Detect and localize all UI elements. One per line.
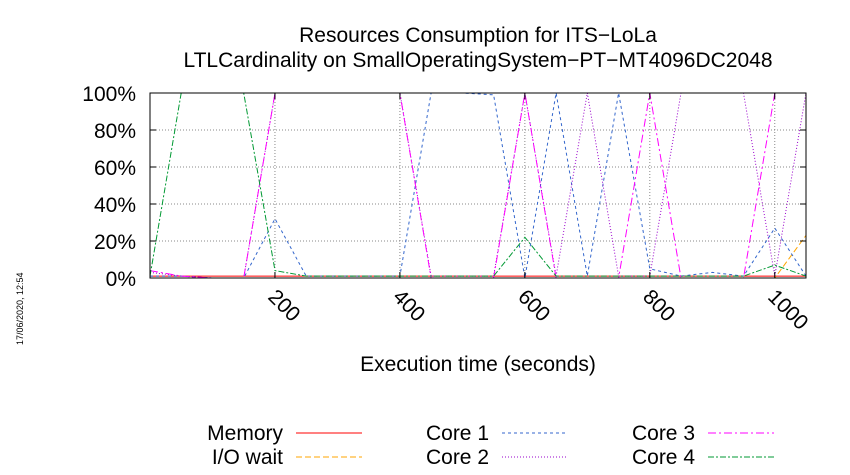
x-tick-label: 1000 xyxy=(763,285,812,334)
y-tick-label: 20% xyxy=(94,231,136,254)
legend-label: Core 1 xyxy=(426,422,489,445)
x-axis-label: Execution time (seconds) xyxy=(360,353,596,376)
y-axis: 0% 20% 40% 60% 80% 100% xyxy=(82,83,806,291)
series-line-i-o-wait xyxy=(150,235,807,279)
y-tick-label: 60% xyxy=(94,157,136,180)
series-group xyxy=(149,92,807,279)
legend-label: Memory xyxy=(207,422,283,445)
y-tick-label: 80% xyxy=(94,120,136,143)
legend-label: I/O wait xyxy=(212,446,283,469)
x-tick-label: 400 xyxy=(388,285,429,326)
y-tick-label: 0% xyxy=(106,268,136,291)
chart-subtitle: LTLCardinality on SmallOperatingSystem−P… xyxy=(183,49,772,72)
legend-label: Core 4 xyxy=(632,446,695,469)
plot-frame xyxy=(149,92,807,279)
y-tick-label: 100% xyxy=(82,83,136,106)
x-axis: 200 400 600 800 1000 xyxy=(263,93,813,335)
timestamp: 17/06/2020, 12:54 xyxy=(15,272,25,345)
x-tick-label: 600 xyxy=(513,285,554,326)
legend-label: Core 3 xyxy=(632,422,695,445)
legend-label: Core 2 xyxy=(426,446,489,469)
chart-title: Resources Consumption for ITS−LoLa xyxy=(299,24,657,47)
x-tick-label: 800 xyxy=(638,285,679,326)
series-line-core-4 xyxy=(149,92,807,277)
x-tick-label: 200 xyxy=(263,285,304,326)
series-line-core-1 xyxy=(150,92,807,279)
y-tick-label: 40% xyxy=(94,194,136,217)
grid xyxy=(150,93,806,278)
